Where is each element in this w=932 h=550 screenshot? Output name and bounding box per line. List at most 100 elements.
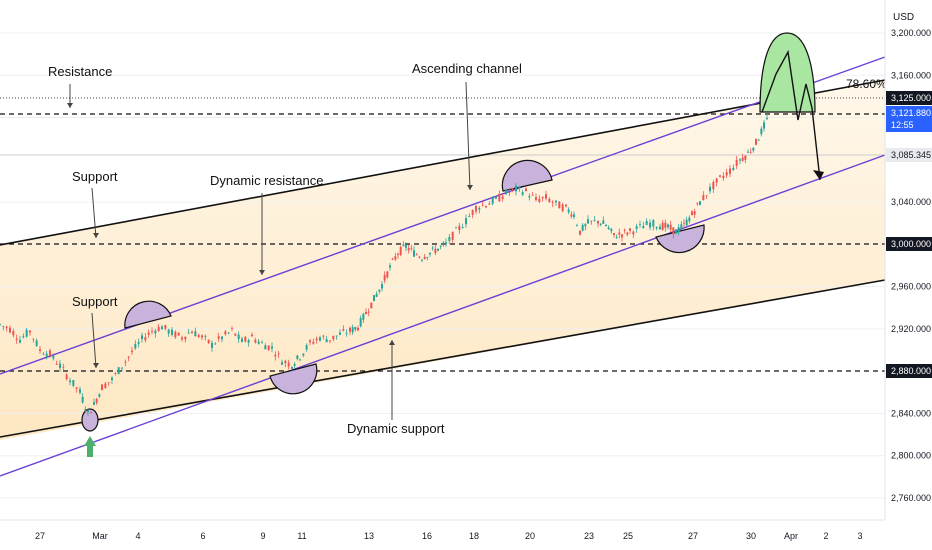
y-tick-label: 3,160.000 xyxy=(891,70,931,80)
candle-body xyxy=(201,335,203,338)
candle-body xyxy=(729,168,731,174)
candle-body xyxy=(184,336,187,340)
candle-body xyxy=(187,332,190,334)
candle-body xyxy=(354,327,357,330)
candle-body xyxy=(329,340,331,342)
candle-body xyxy=(629,228,631,231)
candle-body xyxy=(141,335,143,340)
candles xyxy=(0,113,768,416)
candle-body xyxy=(491,197,494,204)
price-tags: 3,125.000 3,121.880 12:55 3,085.345 3,000.00… xyxy=(886,91,932,378)
candle-body xyxy=(747,151,749,153)
candle-body xyxy=(69,380,71,383)
candle-body xyxy=(291,366,293,369)
candle-body xyxy=(722,175,725,179)
y-tick-label: 2,760.000 xyxy=(891,493,931,503)
price-tag xyxy=(886,91,932,105)
candle-body xyxy=(391,258,394,260)
candle-body xyxy=(659,226,661,230)
x-tick-label: Apr xyxy=(784,531,798,541)
candle-body xyxy=(434,248,437,253)
candle-body xyxy=(264,345,267,350)
candle-body xyxy=(696,202,699,204)
candle-body xyxy=(623,229,626,231)
annotation-pointer xyxy=(91,187,97,239)
price-tag-label: 3,000.000 xyxy=(891,239,931,249)
candle-body xyxy=(25,329,28,337)
candle-body xyxy=(107,382,110,384)
candle-body xyxy=(267,345,270,350)
annotation-arrowhead xyxy=(93,233,99,238)
candle-body xyxy=(357,327,359,331)
candle-body xyxy=(481,204,484,206)
highlight-ellipses xyxy=(81,32,816,457)
candle-body xyxy=(445,242,447,244)
candle-body xyxy=(688,217,691,222)
candle-body xyxy=(117,367,120,375)
candle-body xyxy=(381,283,383,289)
horizontal-levels xyxy=(0,97,885,372)
candle-body xyxy=(501,196,504,200)
candle-body xyxy=(478,207,481,210)
price-tag xyxy=(886,364,932,378)
x-tick-label: 11 xyxy=(297,531,306,541)
candle-body xyxy=(597,220,599,224)
candle-body xyxy=(458,225,461,231)
candle-body xyxy=(442,242,445,244)
candle-body xyxy=(579,230,581,235)
candle-body xyxy=(749,151,752,153)
candle-body xyxy=(667,224,669,228)
candle-body xyxy=(508,192,511,193)
candle-body xyxy=(626,232,629,235)
candle-body xyxy=(521,192,524,195)
candle-body xyxy=(52,355,55,359)
candle-body xyxy=(312,341,315,344)
annotation-label: Resistance xyxy=(48,64,112,79)
candle-body xyxy=(305,345,308,350)
candle-body xyxy=(413,250,415,257)
time-axis[interactable] xyxy=(0,520,932,550)
candle-body xyxy=(615,237,618,239)
candle-body xyxy=(719,175,721,177)
price-tag xyxy=(886,106,932,132)
candle-body xyxy=(669,224,672,230)
candle-body xyxy=(471,209,474,215)
candle-body xyxy=(431,247,434,249)
candle-body xyxy=(407,248,410,251)
candle-body xyxy=(397,253,399,255)
candle-body xyxy=(174,331,177,338)
candle-body xyxy=(429,252,431,255)
annotation-label: Ascending channel xyxy=(412,61,522,76)
candle-body xyxy=(147,332,150,335)
candle-body xyxy=(127,356,130,358)
candle-body xyxy=(531,194,534,196)
projection-path xyxy=(761,49,821,181)
candle-body xyxy=(84,409,87,411)
candle-body xyxy=(455,227,457,229)
candle-body xyxy=(675,229,677,234)
candle-body xyxy=(766,117,768,119)
price-axis[interactable] xyxy=(885,0,932,550)
candle-body xyxy=(181,337,183,340)
candle-body xyxy=(709,186,711,192)
candle-body xyxy=(254,339,257,343)
candle-body xyxy=(204,336,207,337)
candle-body xyxy=(349,327,351,332)
candle-body xyxy=(437,248,439,251)
candle-body xyxy=(177,332,180,336)
candle-body xyxy=(599,223,602,225)
candle-body xyxy=(325,339,328,343)
candle-body xyxy=(525,188,527,191)
candle-body xyxy=(342,329,345,331)
candle-body xyxy=(322,335,325,337)
candle-body xyxy=(19,339,21,343)
candle-body xyxy=(284,360,287,364)
candle-body xyxy=(373,295,375,302)
candle-body xyxy=(545,194,547,199)
candle-body xyxy=(121,367,123,369)
candle-body xyxy=(386,271,389,278)
candle-body xyxy=(610,228,613,232)
candle-body xyxy=(227,332,230,334)
candle-body xyxy=(399,246,402,255)
